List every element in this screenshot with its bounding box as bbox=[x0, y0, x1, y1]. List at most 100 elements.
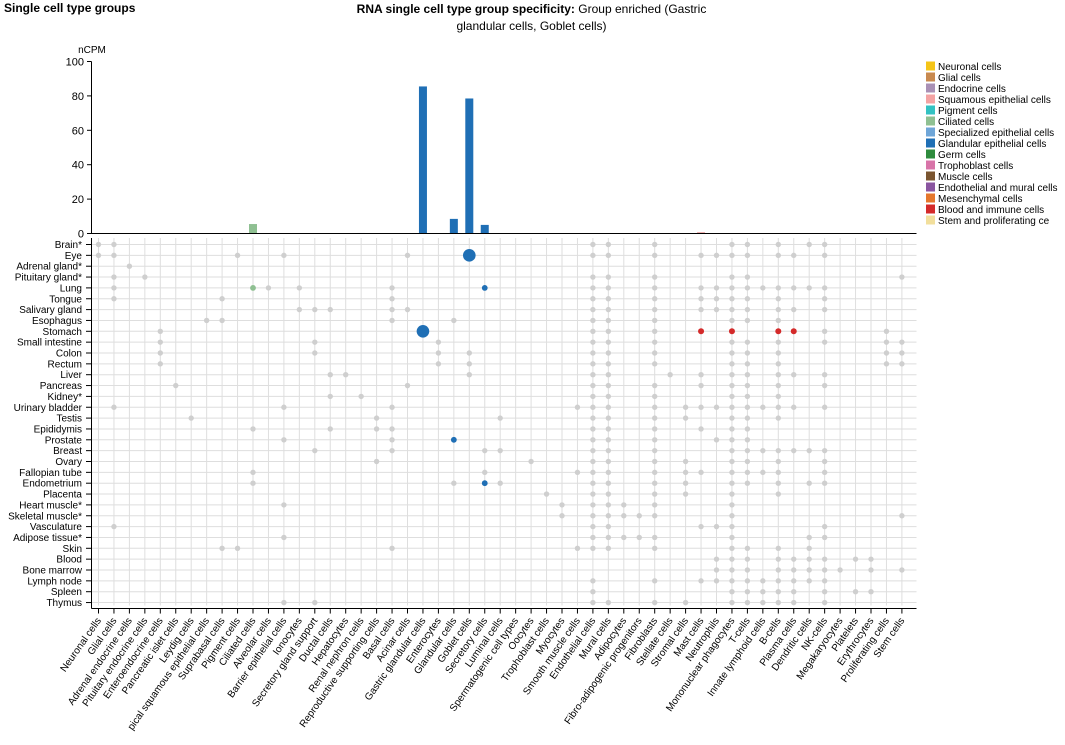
dot-epididymis-ciliated-cells bbox=[250, 426, 256, 432]
dot-endometrium-mononuclear-phagocytes bbox=[729, 480, 735, 486]
dot-eye-fibroblasts bbox=[652, 252, 658, 259]
y-tick-label: 80 bbox=[72, 91, 84, 103]
dot-pituitary-gland-endothelial-cells bbox=[590, 274, 596, 280]
dot-esophagus-mononuclear-phagocytes bbox=[729, 317, 735, 324]
dot-ovary-reproductive-supporting-cells bbox=[373, 458, 380, 465]
tissue-label-adipose-tissue: Adipose tissue* bbox=[13, 533, 82, 544]
dot-vasculature-endothelial-cells bbox=[590, 523, 596, 530]
legend-label-pigment-cells: Pigment cells bbox=[938, 106, 997, 117]
dot-salivary-gland-basal-cells bbox=[389, 306, 395, 313]
dot-adipose-tissue-mural-cells bbox=[605, 534, 612, 541]
dot-lung-neutrophils bbox=[713, 285, 720, 291]
highlight-dot-stomach-mast-cells bbox=[698, 328, 705, 335]
dot-bone-marrow-nk-cells bbox=[821, 567, 828, 573]
legend-swatch-trophoblast-cells bbox=[926, 160, 935, 170]
legend-label-endothelial-and-mural-cells: Endothelial and mural cells bbox=[938, 183, 1058, 194]
dot-rectum-enterocytes bbox=[435, 361, 442, 367]
dot-ovary-nk-cells bbox=[821, 458, 828, 465]
dot-adipose-tissue-mononuclear-phagocytes bbox=[729, 534, 735, 541]
dot-eye-neutrophils bbox=[713, 252, 720, 259]
dot-breast-b-cells bbox=[775, 447, 781, 454]
dot-bone-marrow-plasma-cells bbox=[791, 567, 797, 573]
dot-lung-ionocytes bbox=[296, 285, 303, 291]
dot-testis-leydig-cells bbox=[188, 415, 194, 421]
dot-fallopian-tube-endothelial-cells bbox=[590, 469, 596, 476]
dot-adipose-tissue-fibro-adipogenic-progenitors bbox=[636, 534, 642, 541]
y-tick-label: 40 bbox=[72, 160, 84, 172]
dot-heart-muscle-mural-cells bbox=[605, 502, 612, 508]
y-tick-label: 20 bbox=[72, 194, 84, 206]
dot-thymus-mural-cells bbox=[605, 599, 612, 606]
dot-pituitary-gland-mononuclear-phagocytes bbox=[729, 274, 735, 280]
dot-salivary-gland-acinar-cells bbox=[404, 306, 411, 313]
dot-urinary-bladder-endothelial-cells bbox=[590, 404, 596, 410]
dot-breast-mural-cells bbox=[605, 447, 612, 454]
dot-lymph-node-innate-lymphoid-cells bbox=[760, 578, 766, 584]
dot-liver-endothelial-cells bbox=[590, 372, 596, 378]
tissue-label-ovary: Ovary bbox=[55, 457, 82, 468]
legend-label-mesenchymal-cells: Mesenchymal cells bbox=[938, 194, 1022, 205]
chart-title-rest: Group enriched (Gastric glandular cells,… bbox=[456, 2, 707, 33]
dot-testis-endothelial-cells bbox=[590, 415, 596, 421]
dot-salivary-gland-neutrophils bbox=[713, 306, 720, 313]
legend-swatch-stem-and-proliferating-cells bbox=[926, 215, 935, 225]
dot-esophagus-basal-squamous-epithelial-cells bbox=[203, 317, 210, 324]
legend-swatch-endothelial-and-mural-cells bbox=[926, 182, 935, 192]
dot-lung-mural-cells bbox=[605, 285, 612, 291]
dot-liver-mast-cells bbox=[698, 372, 704, 378]
dot-pancreas-endothelial-cells bbox=[590, 382, 596, 389]
dot-lung-basal-cells bbox=[389, 285, 395, 291]
dot-rectum-stem-cells bbox=[899, 361, 905, 367]
dot-adipose-tissue-adipocytes bbox=[621, 534, 627, 541]
dot-urinary-bladder-plasma-cells bbox=[791, 404, 797, 410]
dot-salivary-gland-b-cells bbox=[775, 306, 781, 313]
dot-urinary-bladder-smooth-muscle-cells bbox=[574, 404, 581, 410]
dot-fallopian-tube-mast-cells bbox=[698, 469, 704, 476]
dot-urinary-bladder-nk-cells bbox=[821, 404, 828, 410]
tissue-label-stomach: Stomach bbox=[43, 327, 82, 338]
dot-colon-stem-cells bbox=[899, 350, 905, 356]
legend-label-neuronal-cells: Neuronal cells bbox=[938, 62, 1001, 73]
dot-urinary-bladder-barrier-epithelial-cells bbox=[281, 404, 287, 410]
dot-breast-secretory-gland-support bbox=[312, 447, 318, 454]
dot-spleen-platelets bbox=[852, 589, 859, 595]
dot-rectum-fibroblasts bbox=[652, 361, 658, 367]
tissue-label-kidney: Kidney* bbox=[48, 392, 83, 403]
dot-lung-innate-lymphoid-cells bbox=[760, 285, 766, 291]
legend-swatch-neuronal-cells bbox=[926, 61, 935, 71]
dot-kidney-t-cells bbox=[744, 393, 751, 400]
dot-esophagus-glandular-cells bbox=[451, 317, 457, 324]
dot-pancreas-b-cells bbox=[775, 382, 781, 389]
dot-lymph-node-fibroblasts bbox=[652, 578, 658, 584]
dot-lung-mononuclear-phagocytes bbox=[729, 285, 735, 291]
dot-esophagus-basal-cells bbox=[389, 317, 395, 324]
dot-lymph-node-b-cells bbox=[775, 578, 781, 584]
dot-vasculature-mononuclear-phagocytes bbox=[729, 523, 735, 530]
dot-rectum-endothelial-cells bbox=[590, 361, 596, 367]
dot-pancreas-acinar-cells bbox=[404, 382, 411, 389]
dot-skin-fibroblasts bbox=[652, 545, 658, 551]
dot-brain-glial-cells bbox=[111, 241, 117, 248]
dot-heart-muscle-barrier-epithelial-cells bbox=[281, 502, 287, 508]
dot-urinary-bladder-neutrophils bbox=[713, 404, 720, 410]
dot-breast-nk-cells bbox=[821, 447, 828, 454]
dot-urinary-bladder-basal-cells bbox=[389, 404, 395, 410]
dot-lung-fibroblasts bbox=[652, 285, 658, 291]
dot-thymus-mononuclear-phagocytes bbox=[729, 599, 735, 606]
dot-breast-dendritic-cells bbox=[806, 447, 812, 454]
dot-ovary-mural-cells bbox=[605, 458, 612, 465]
dot-tongue-t-cells bbox=[744, 296, 751, 302]
tissue-label-blood: Blood bbox=[56, 555, 82, 566]
legend-label-germ-cells: Germ cells bbox=[938, 150, 986, 161]
dot-adipose-tissue-fibroblasts bbox=[652, 534, 658, 541]
tissue-label-breast: Breast bbox=[53, 446, 82, 457]
dot-epididymis-mononuclear-phagocytes bbox=[729, 426, 735, 432]
legend-swatch-mesenchymal-cells bbox=[926, 193, 935, 203]
dot-breast-plasma-cells bbox=[791, 447, 797, 454]
dot-kidney-b-cells bbox=[775, 393, 781, 400]
dot-pituitary-gland-mural-cells bbox=[605, 274, 612, 280]
dot-thymus-nk-cells bbox=[821, 599, 828, 606]
dot-liver-b-cells bbox=[775, 372, 781, 378]
dot-eye-b-cells bbox=[775, 252, 781, 259]
